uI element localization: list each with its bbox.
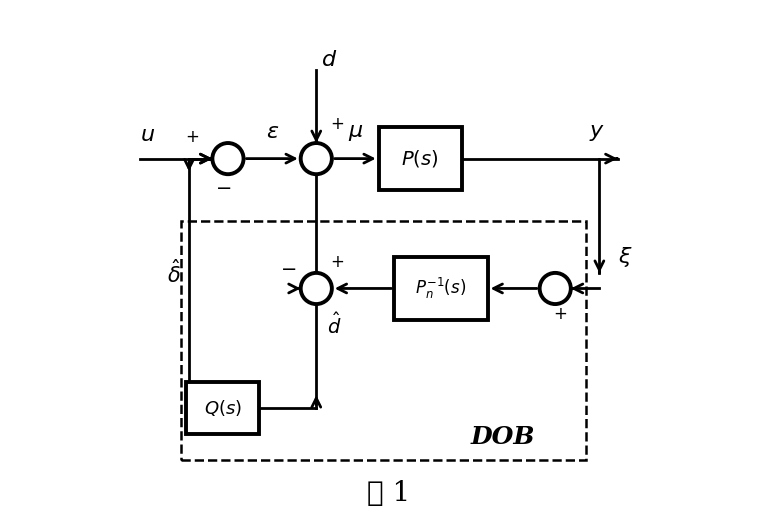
Text: $\xi$: $\xi$: [618, 245, 633, 269]
Circle shape: [300, 273, 332, 304]
Text: 图 1: 图 1: [367, 480, 411, 507]
Text: $\hat{\delta}$: $\hat{\delta}$: [166, 259, 180, 287]
Bar: [379, 128, 461, 190]
Text: $Q(s)$: $Q(s)$: [204, 398, 242, 418]
Text: $+$: $+$: [184, 129, 198, 146]
Text: $d$: $d$: [321, 49, 338, 71]
Text: $\hat{d}$: $\hat{d}$: [328, 312, 342, 338]
Text: $+$: $+$: [330, 117, 344, 133]
Text: $P_n^{-1}(s)$: $P_n^{-1}(s)$: [415, 276, 467, 301]
Text: $P(s)$: $P(s)$: [401, 148, 439, 169]
Bar: [181, 221, 587, 460]
Text: $u$: $u$: [140, 124, 155, 146]
Circle shape: [212, 143, 244, 174]
Text: $+$: $+$: [553, 306, 567, 323]
Text: $-$: $-$: [215, 178, 231, 196]
Text: $\varepsilon$: $\varepsilon$: [265, 121, 279, 143]
Circle shape: [540, 273, 571, 304]
Circle shape: [300, 143, 332, 174]
Text: DOB: DOB: [471, 425, 535, 448]
Text: $y$: $y$: [589, 121, 605, 143]
Bar: [394, 257, 488, 320]
Bar: [187, 382, 259, 434]
Text: $-$: $-$: [279, 259, 296, 277]
Text: $+$: $+$: [330, 254, 344, 271]
Text: $\mu$: $\mu$: [348, 121, 363, 143]
